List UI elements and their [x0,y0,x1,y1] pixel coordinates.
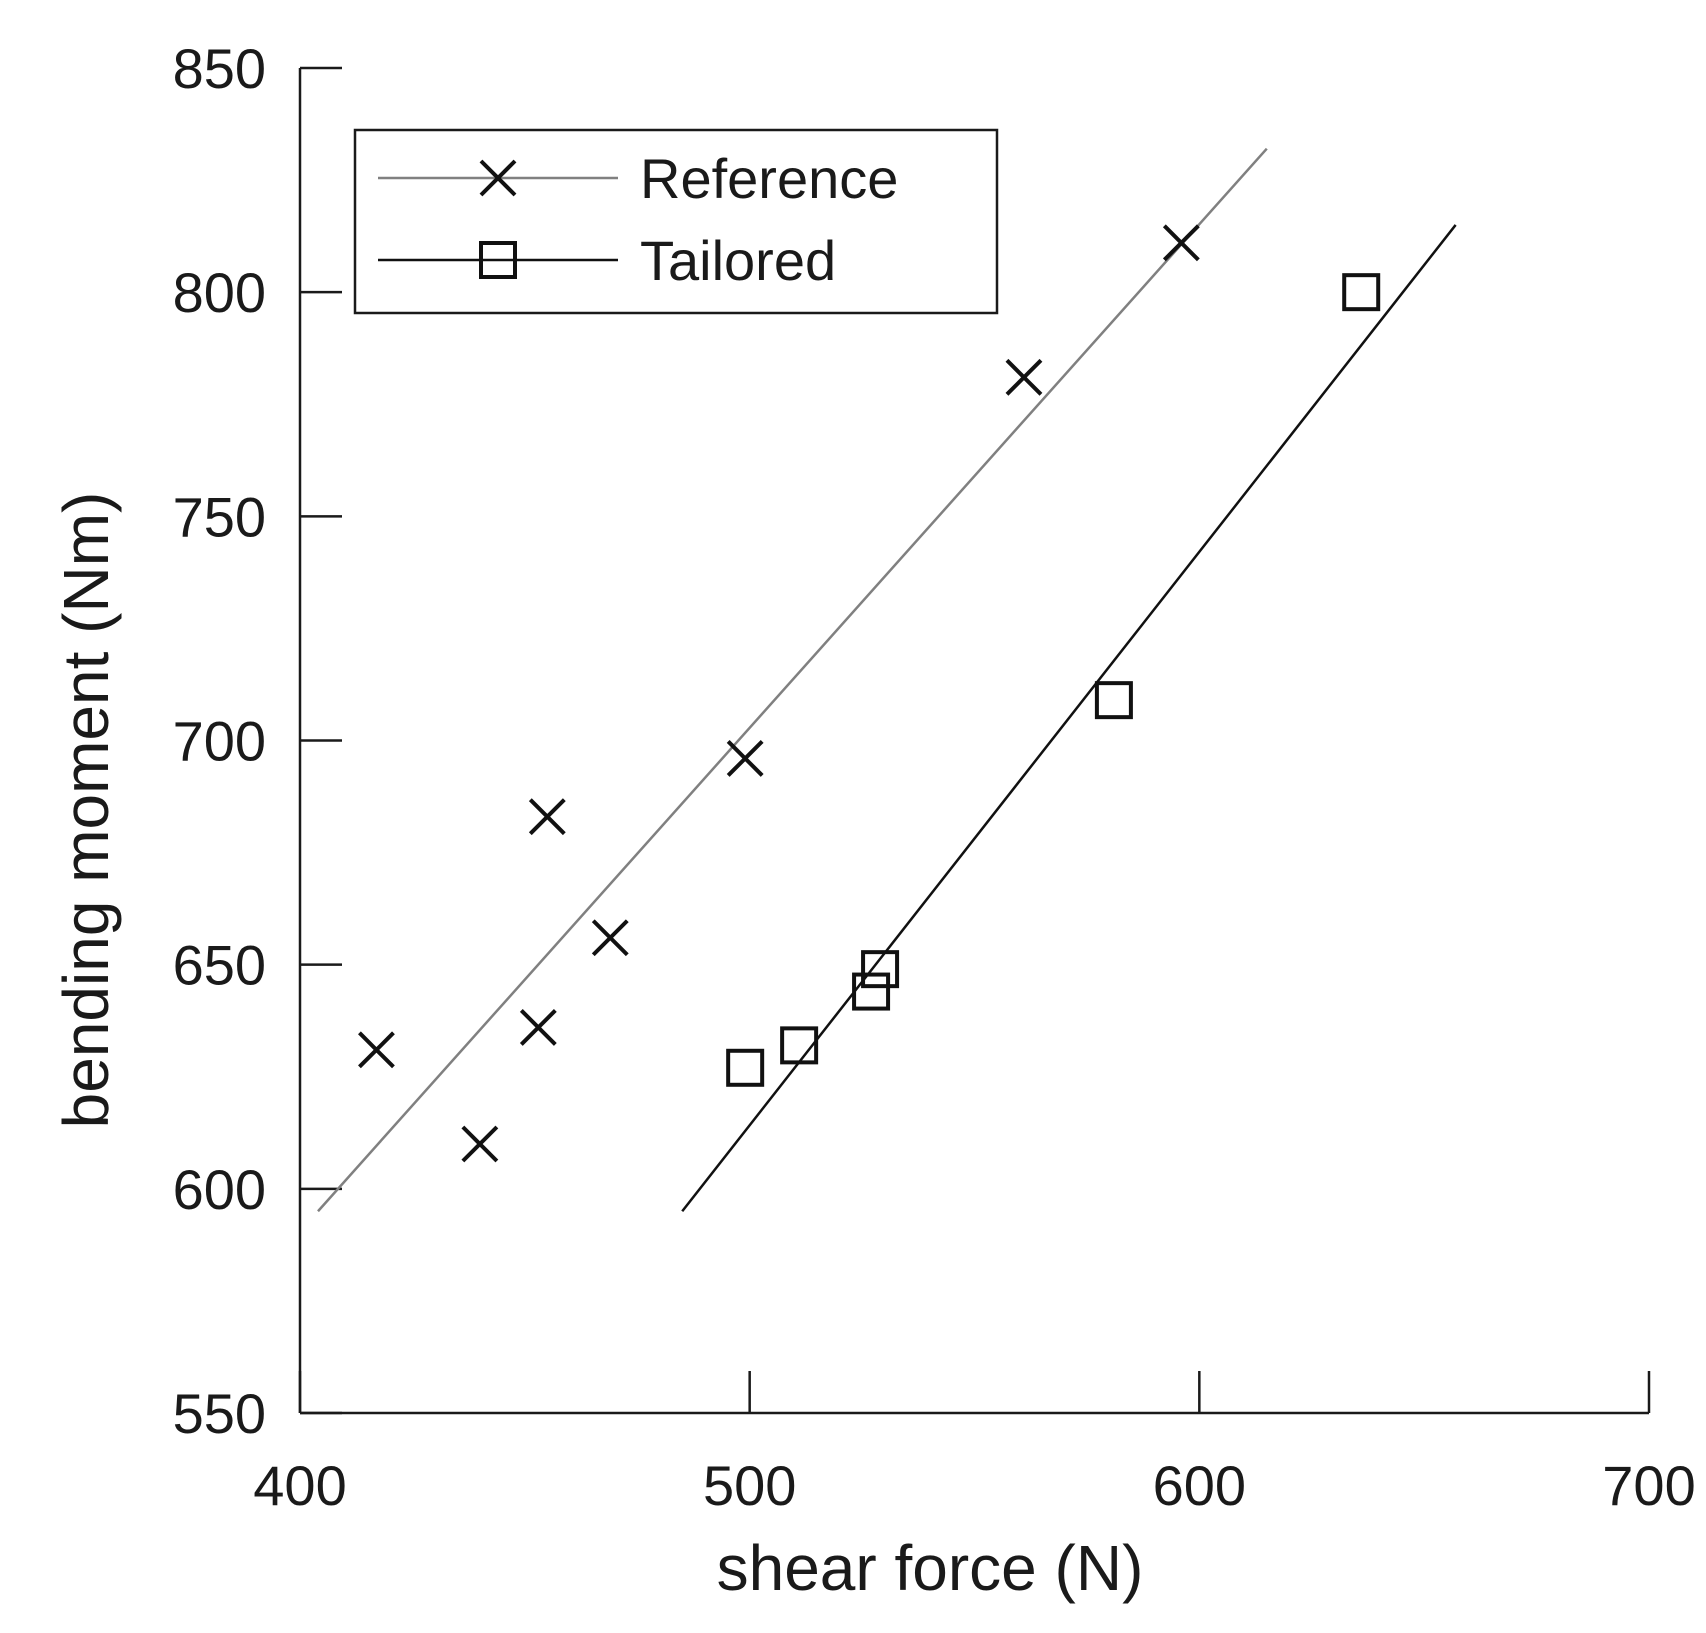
x-tick-label: 500 [703,1454,796,1517]
reference-point [528,798,566,836]
x-marker-stroke [726,740,764,777]
axes [298,66,1651,1415]
tailored-point [780,1026,819,1065]
reference-point [726,740,764,777]
x-marker-stroke [519,1009,557,1046]
y-tick-label: 650 [173,934,266,997]
reference-point [519,1009,557,1046]
tailored-fit-line [681,224,1457,1213]
x-axis-title: shear force (N) [717,1532,1144,1604]
reference-fit-line [317,147,1268,1213]
reference-point [358,1031,395,1069]
legend-tailored-label: Tailored [640,229,836,292]
x-tick-label: 400 [253,1454,346,1517]
y-tick-label: 750 [173,485,266,548]
y-tick-label: 600 [173,1158,266,1221]
x-marker-stroke [358,1031,395,1069]
y-tick-label: 800 [173,261,266,324]
x-marker-stroke [1162,224,1200,262]
legend-box [353,128,999,315]
tailored-point [852,972,891,1011]
tick-labels: 550 600 650 700 750 800 850 400 500 600 700 [173,37,1696,1517]
reference-point [461,1125,499,1163]
x-marker-stroke [591,919,629,957]
reference-point [1162,224,1200,262]
x-marker-stroke [479,159,517,197]
y-tick-label: 850 [173,37,266,100]
y-axis-title: bending moment (Nm) [50,492,122,1129]
x-marker-stroke [461,1125,499,1163]
legend-reference-label: Reference [640,147,898,210]
legend-tailored-marker [479,241,517,279]
x-marker-stroke [1005,358,1043,396]
legend: Reference Tailored [353,128,999,315]
tailored-point [1342,273,1381,312]
reference-point [591,919,629,957]
legend-items: Reference Tailored [378,147,898,292]
legend-reference-marker [479,159,517,197]
x-tick-label: 600 [1153,1454,1246,1517]
data-points [358,224,1381,1163]
reference-point [1005,358,1043,396]
x-marker-stroke [528,798,566,836]
y-tick-label: 550 [173,1382,266,1445]
x-tick-label: 700 [1602,1454,1695,1517]
tailored-point [726,1048,765,1087]
y-tick-label: 700 [173,710,266,773]
tailored-point [1094,681,1133,720]
fit-lines [317,147,1457,1213]
tailored-point [861,950,900,989]
